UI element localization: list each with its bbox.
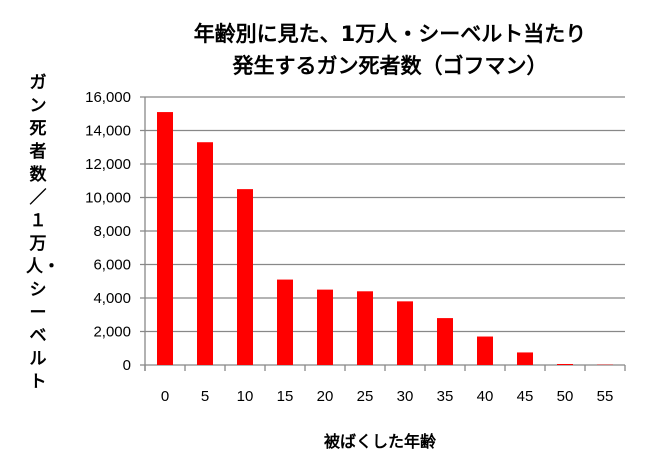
y-tick-label: 6,000 <box>93 257 131 274</box>
y-tick-label: 2,000 <box>93 324 131 341</box>
bar-10 <box>237 189 253 365</box>
chart-title-line-1: 年齢別に見た、1万人・シーベルト当たり <box>193 22 587 46</box>
y-tick-label: 10,000 <box>85 190 131 207</box>
x-tick-label: 45 <box>517 388 534 405</box>
x-tick-label: 50 <box>557 388 574 405</box>
bar-40 <box>477 336 493 365</box>
bar-20 <box>317 289 333 365</box>
bar-0 <box>157 112 173 365</box>
y-tick-label: 8,000 <box>93 223 131 240</box>
y-tick-label: 14,000 <box>85 123 131 140</box>
y-tick-label: 12,000 <box>85 156 131 173</box>
x-tick-label: 15 <box>277 388 294 405</box>
y-tick-label: 0 <box>123 357 131 374</box>
y-tick-label: 4,000 <box>93 290 131 307</box>
bar-45 <box>517 352 533 365</box>
bar-30 <box>397 301 413 365</box>
y-tick-label: 16,000 <box>85 89 131 106</box>
x-tick-label: 20 <box>317 388 334 405</box>
x-tick-label: 55 <box>597 388 614 405</box>
bar-5 <box>197 142 213 365</box>
x-tick-label: 5 <box>201 388 209 405</box>
x-tick-label: 40 <box>477 388 494 405</box>
y-axis-label: ガン死者数／１万人・シーベルト <box>26 73 60 392</box>
bar-50 <box>557 363 573 365</box>
bar-15 <box>277 279 293 365</box>
bar-35 <box>437 318 453 365</box>
x-tick-label: 30 <box>397 388 414 405</box>
x-tick-label: 0 <box>161 388 169 405</box>
chart-title-line-2: 発生するガン死者数（ゴフマン） <box>232 54 548 78</box>
bar-25 <box>357 291 373 365</box>
x-tick-label: 25 <box>357 388 374 405</box>
x-tick-label: 35 <box>437 388 454 405</box>
x-axis-label: 被ばくした年齢 <box>323 432 436 451</box>
x-tick-label: 10 <box>237 388 254 405</box>
